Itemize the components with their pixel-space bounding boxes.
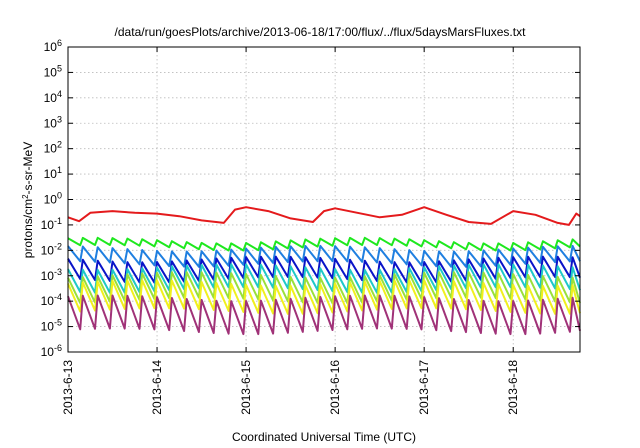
y-tick-label: 10-2 xyxy=(41,241,62,257)
x-tick-label: 2013-6-13 xyxy=(61,360,75,415)
series-line xyxy=(67,236,581,252)
x-tick-label: 2013-6-16 xyxy=(328,360,342,415)
y-tick-label: 101 xyxy=(44,165,62,181)
x-tick-label: 2013-6-17 xyxy=(417,360,431,415)
x-tick-label: 2013-6-18 xyxy=(506,360,520,415)
y-tick-label: 106 xyxy=(44,38,62,54)
y-tick-label: 10-6 xyxy=(41,343,62,359)
series-line xyxy=(67,279,581,315)
y-tick-label: 10-3 xyxy=(41,267,62,283)
x-tick-label: 2013-6-14 xyxy=(150,360,164,415)
y-tick-label: 104 xyxy=(44,89,62,105)
y-axis-ticks: 10-6 10-5 10-4 10-3 10-2 10-1 100 101 102 103 104 1… xyxy=(41,38,580,359)
y-axis-label: protons/cm2-s-sr-MeV xyxy=(21,142,36,258)
y-tick-label: 103 xyxy=(44,114,62,130)
y-tick-label: 10-5 xyxy=(41,318,62,334)
chart-title: /data/run/goesPlots/archive/2013-06-18/1… xyxy=(115,25,527,39)
series-line xyxy=(67,294,581,336)
y-tick-label: 10-1 xyxy=(41,216,62,232)
y-tick-label: 10-4 xyxy=(41,292,62,308)
x-axis-label: Coordinated Universal Time (UTC) xyxy=(232,430,416,444)
y-tick-label: 100 xyxy=(44,191,62,207)
series-group xyxy=(67,206,581,336)
series-line xyxy=(67,206,581,226)
x-tick-label: 2013-6-15 xyxy=(239,360,253,415)
series-line xyxy=(67,244,581,268)
x-axis-ticks: 2013-6-13 2013-6-14 2013-6-15 2013-6-16 2013… xyxy=(61,47,520,415)
grid-lines xyxy=(67,47,580,352)
y-tick-label: 105 xyxy=(44,63,62,79)
y-tick-label: 102 xyxy=(44,140,62,156)
